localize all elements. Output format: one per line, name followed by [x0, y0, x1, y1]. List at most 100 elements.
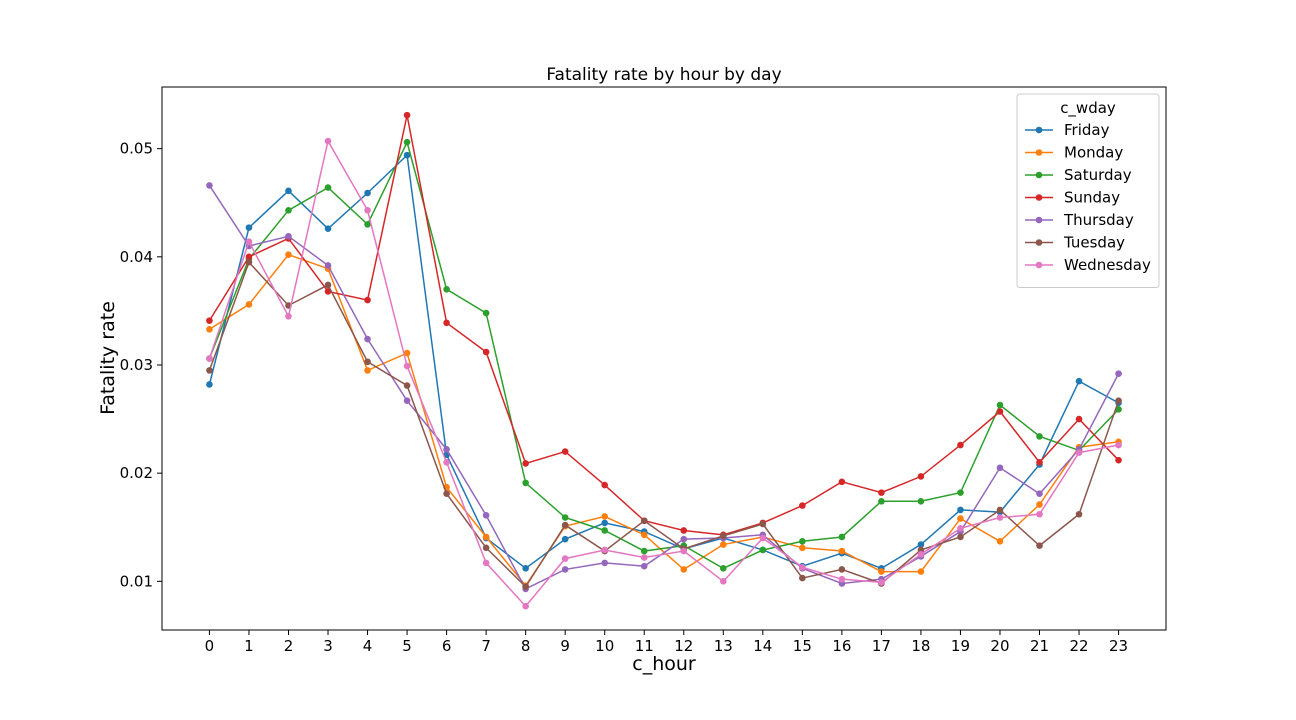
x-tick-label: 3: [323, 637, 333, 655]
data-point: [680, 535, 688, 543]
series-line: [208, 139, 1119, 608]
data-point: [206, 182, 213, 189]
legend-title: c_wday: [1060, 99, 1116, 118]
legend-entry: Saturday: [1025, 166, 1132, 184]
data-point: [957, 506, 964, 514]
data-point: [917, 497, 925, 505]
series-line: [209, 253, 1119, 587]
x-tick-label: 18: [911, 637, 930, 655]
data-point: [838, 533, 846, 541]
legend-label: Thursday: [1063, 211, 1134, 229]
x-tick-label: 1: [244, 637, 254, 655]
data-point: [838, 566, 846, 573]
legend-entry: Tuesday: [1025, 234, 1125, 252]
x-tick-label: 17: [872, 637, 891, 655]
data-point: [561, 566, 569, 573]
data-point: [601, 527, 609, 534]
data-point: [364, 358, 371, 366]
y-tick-label: 0.03: [120, 356, 153, 374]
data-point: [285, 232, 292, 240]
series-saturday: [206, 138, 1122, 572]
legend-entry: Monday: [1025, 144, 1123, 162]
data-point: [403, 397, 411, 404]
data-point: [324, 262, 332, 269]
data-point: [206, 355, 213, 362]
data-point: [482, 533, 490, 541]
x-tick-label: 0: [205, 637, 215, 655]
data-point: [522, 602, 529, 610]
data-point: [640, 517, 648, 525]
data-point: [1036, 510, 1043, 518]
data-point: [640, 547, 648, 555]
data-point: [917, 550, 925, 558]
data-point: [799, 538, 806, 545]
data-point: [917, 473, 925, 480]
data-point: [719, 532, 727, 540]
data-point: [443, 285, 450, 293]
data-point: [403, 349, 411, 357]
x-tick-label: 9: [560, 637, 570, 655]
data-point: [403, 111, 411, 119]
data-point: [996, 464, 1004, 472]
x-tick-label: 6: [442, 637, 452, 655]
y-tick-label: 0.05: [120, 140, 153, 158]
data-point: [482, 512, 490, 519]
data-point: [245, 224, 253, 231]
x-tick-label: 19: [951, 637, 970, 655]
data-point: [364, 335, 371, 343]
legend-marker: [1035, 216, 1043, 224]
data-point: [522, 583, 529, 591]
legend-entry: Friday: [1025, 121, 1110, 139]
data-point: [443, 319, 450, 327]
data-point: [601, 519, 609, 527]
series-wednesday: [206, 137, 1122, 610]
data-point: [996, 408, 1004, 415]
data-point: [403, 151, 411, 159]
data-point: [640, 562, 648, 570]
legend: c_wday Friday Monday Saturday Sunday Thursday…: [1016, 93, 1160, 288]
data-point: [1115, 397, 1122, 404]
legend-marker: [1035, 171, 1043, 179]
x-tick-label: 5: [402, 637, 412, 655]
series-monday: [206, 251, 1122, 589]
legend-marker: [1035, 261, 1043, 269]
data-point: [206, 317, 213, 324]
data-point: [996, 514, 1004, 521]
data-point: [1075, 510, 1083, 518]
x-tick-label: 2: [284, 637, 294, 655]
data-point: [403, 382, 411, 389]
data-point: [996, 506, 1004, 514]
x-tick-label: 22: [1069, 637, 1088, 655]
legend-entry: Wednesday: [1025, 256, 1151, 274]
plot-frame: [161, 86, 1167, 631]
data-point: [1036, 501, 1043, 508]
y-tick-label: 0.04: [120, 248, 153, 266]
data-point: [878, 489, 885, 496]
x-tick-label: 20: [990, 637, 1009, 655]
data-point: [878, 579, 885, 586]
data-point: [1036, 433, 1043, 440]
legend-marker: [1035, 149, 1043, 156]
data-point: [640, 554, 648, 561]
legend-label: Monday: [1064, 144, 1123, 162]
data-point: [1075, 449, 1083, 456]
data-point: [206, 367, 213, 374]
data-point: [364, 189, 371, 197]
data-point: [719, 578, 727, 585]
series-sunday: [206, 111, 1122, 539]
data-point: [482, 309, 490, 317]
data-point: [522, 460, 529, 467]
series-line: [208, 260, 1120, 588]
x-tick-label: 10: [595, 637, 614, 655]
data-point: [324, 281, 332, 289]
data-point: [878, 568, 885, 575]
data-point: [759, 520, 767, 528]
x-tick-label: 21: [1030, 637, 1049, 655]
data-point: [561, 448, 569, 455]
data-point: [601, 481, 609, 489]
x-tick-label: 4: [363, 637, 373, 655]
data-point: [680, 527, 688, 534]
legend-label: Saturday: [1064, 166, 1132, 184]
x-tick-label: 8: [521, 637, 531, 655]
